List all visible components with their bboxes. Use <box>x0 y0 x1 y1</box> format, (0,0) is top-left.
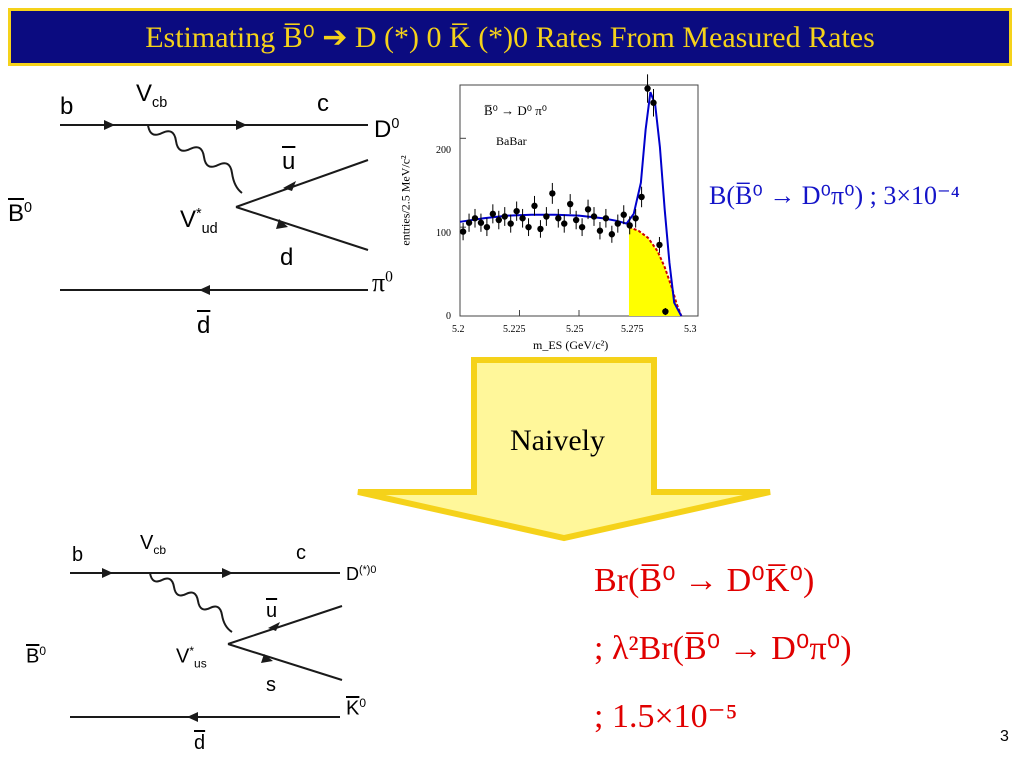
chart-x-tick-label: 5.3 <box>684 324 697 335</box>
data-point <box>644 85 651 92</box>
chart-y-tick-label: 100 <box>436 228 451 239</box>
quark-line-ubar <box>235 159 369 208</box>
data-point <box>483 223 491 231</box>
fit-curve <box>459 91 683 317</box>
data-point <box>608 231 616 238</box>
arrow-icon <box>102 568 113 578</box>
quark-label-c: c <box>317 90 329 117</box>
quark-line-d <box>235 206 369 251</box>
vcb-label: Vcb <box>136 80 168 111</box>
data-point <box>632 215 639 222</box>
vcb-label: Vcb <box>140 532 167 557</box>
measured-rate: B(B̅⁰ → D⁰π⁰) ; 3×10⁻⁴ <box>709 181 960 210</box>
data-point <box>590 213 598 220</box>
down-arrow-icon <box>357 357 771 542</box>
estimate-line-1: Br(B̅⁰ → D⁰K̅⁰) <box>594 562 815 599</box>
chart-x-label: m_ES (GeV/c²) <box>533 338 609 352</box>
data-point <box>459 228 467 235</box>
data-point <box>578 223 586 231</box>
vud-label: V*ud <box>180 206 218 237</box>
quark-label-b: b <box>72 544 84 566</box>
data-point <box>620 211 627 218</box>
data-point <box>584 206 592 213</box>
title-bar: Estimating B̅⁰ ➔ D (*) 0 K̅ (*)0 Rates F… <box>8 8 1012 66</box>
meson-label-pi0: π0 <box>372 268 393 297</box>
data-point <box>537 225 544 233</box>
arrow-icon <box>222 568 233 578</box>
chart-x-tick-label: 5.25 <box>566 324 584 335</box>
arrow-icon <box>199 285 210 295</box>
w-boson-line <box>149 572 233 633</box>
data-point <box>602 215 610 222</box>
data-point <box>531 202 538 210</box>
arrow-icon <box>187 712 198 722</box>
chart-x-tick-label: 5.275 <box>621 324 644 335</box>
background-area <box>628 227 682 316</box>
data-point <box>626 222 633 229</box>
arrow-icon <box>283 181 296 191</box>
data-point <box>519 215 526 222</box>
quark-label-ubar: u <box>266 600 278 622</box>
chart-y-tick-label: 0 <box>446 311 451 322</box>
data-point <box>614 220 621 227</box>
data-point <box>650 99 657 106</box>
data-point <box>507 220 514 227</box>
quark-label-ubar: u <box>282 148 296 175</box>
arrow-label: Naively <box>510 424 605 457</box>
background-curve <box>628 226 683 317</box>
chart-x-tick-label: 5.225 <box>503 324 526 335</box>
data-point <box>513 207 520 215</box>
quark-label-dbar: d <box>194 732 206 754</box>
meson-label-d: D(*)0 <box>346 564 377 584</box>
data-point <box>561 220 568 227</box>
quark-label-b: b <box>60 93 74 120</box>
data-point <box>501 213 508 220</box>
data-point <box>656 241 663 249</box>
arrow-icon <box>261 654 273 663</box>
arrow-icon <box>104 120 115 130</box>
data-point <box>489 210 497 218</box>
quark-label-s: s <box>266 674 276 696</box>
quark-line-ubar <box>227 605 343 645</box>
data-point <box>549 190 556 197</box>
meson-label-k0bar: K0 <box>346 696 367 720</box>
data-point <box>596 227 604 234</box>
quark-label-dbar: d <box>197 312 211 339</box>
w-boson-line <box>147 124 243 194</box>
vus-label: V*us <box>176 644 207 671</box>
meson-label-b0bar: B0 <box>8 200 33 227</box>
data-point <box>471 215 479 222</box>
chart-annotation: BaBar <box>496 134 527 148</box>
quark-label-d: d <box>280 244 294 271</box>
chart-y-tick-label: 200 <box>436 145 451 156</box>
data-point <box>662 308 669 315</box>
quark-line-s <box>227 643 343 681</box>
meson-label-d0: D0 <box>374 116 400 143</box>
data-point <box>572 216 580 224</box>
data-point <box>465 219 473 226</box>
data-point <box>525 223 532 231</box>
data-point <box>495 216 502 224</box>
estimate-line-2: ; λ²Br(B̅⁰ → D⁰π⁰) <box>594 630 852 667</box>
page-number: 3 <box>1000 728 1009 745</box>
chart-x-tick-label: 5.2 <box>452 324 465 335</box>
estimate-line-3: ; 1.5×10⁻⁵ <box>594 698 738 735</box>
quark-label-c: c <box>296 542 306 564</box>
data-point <box>543 213 550 220</box>
data-point <box>477 219 485 226</box>
slide-title: Estimating B̅⁰ ➔ D (*) 0 K̅ (*)0 Rates F… <box>145 20 875 54</box>
data-point <box>638 193 645 201</box>
data-point <box>555 215 562 222</box>
arrow-icon <box>276 219 288 229</box>
chart-title: B̅⁰ → D⁰ π⁰ <box>484 103 548 118</box>
meson-label-b0bar: B0 <box>26 644 47 668</box>
arrow-icon <box>268 622 280 631</box>
data-point <box>566 200 574 208</box>
arrow-icon <box>236 120 247 130</box>
